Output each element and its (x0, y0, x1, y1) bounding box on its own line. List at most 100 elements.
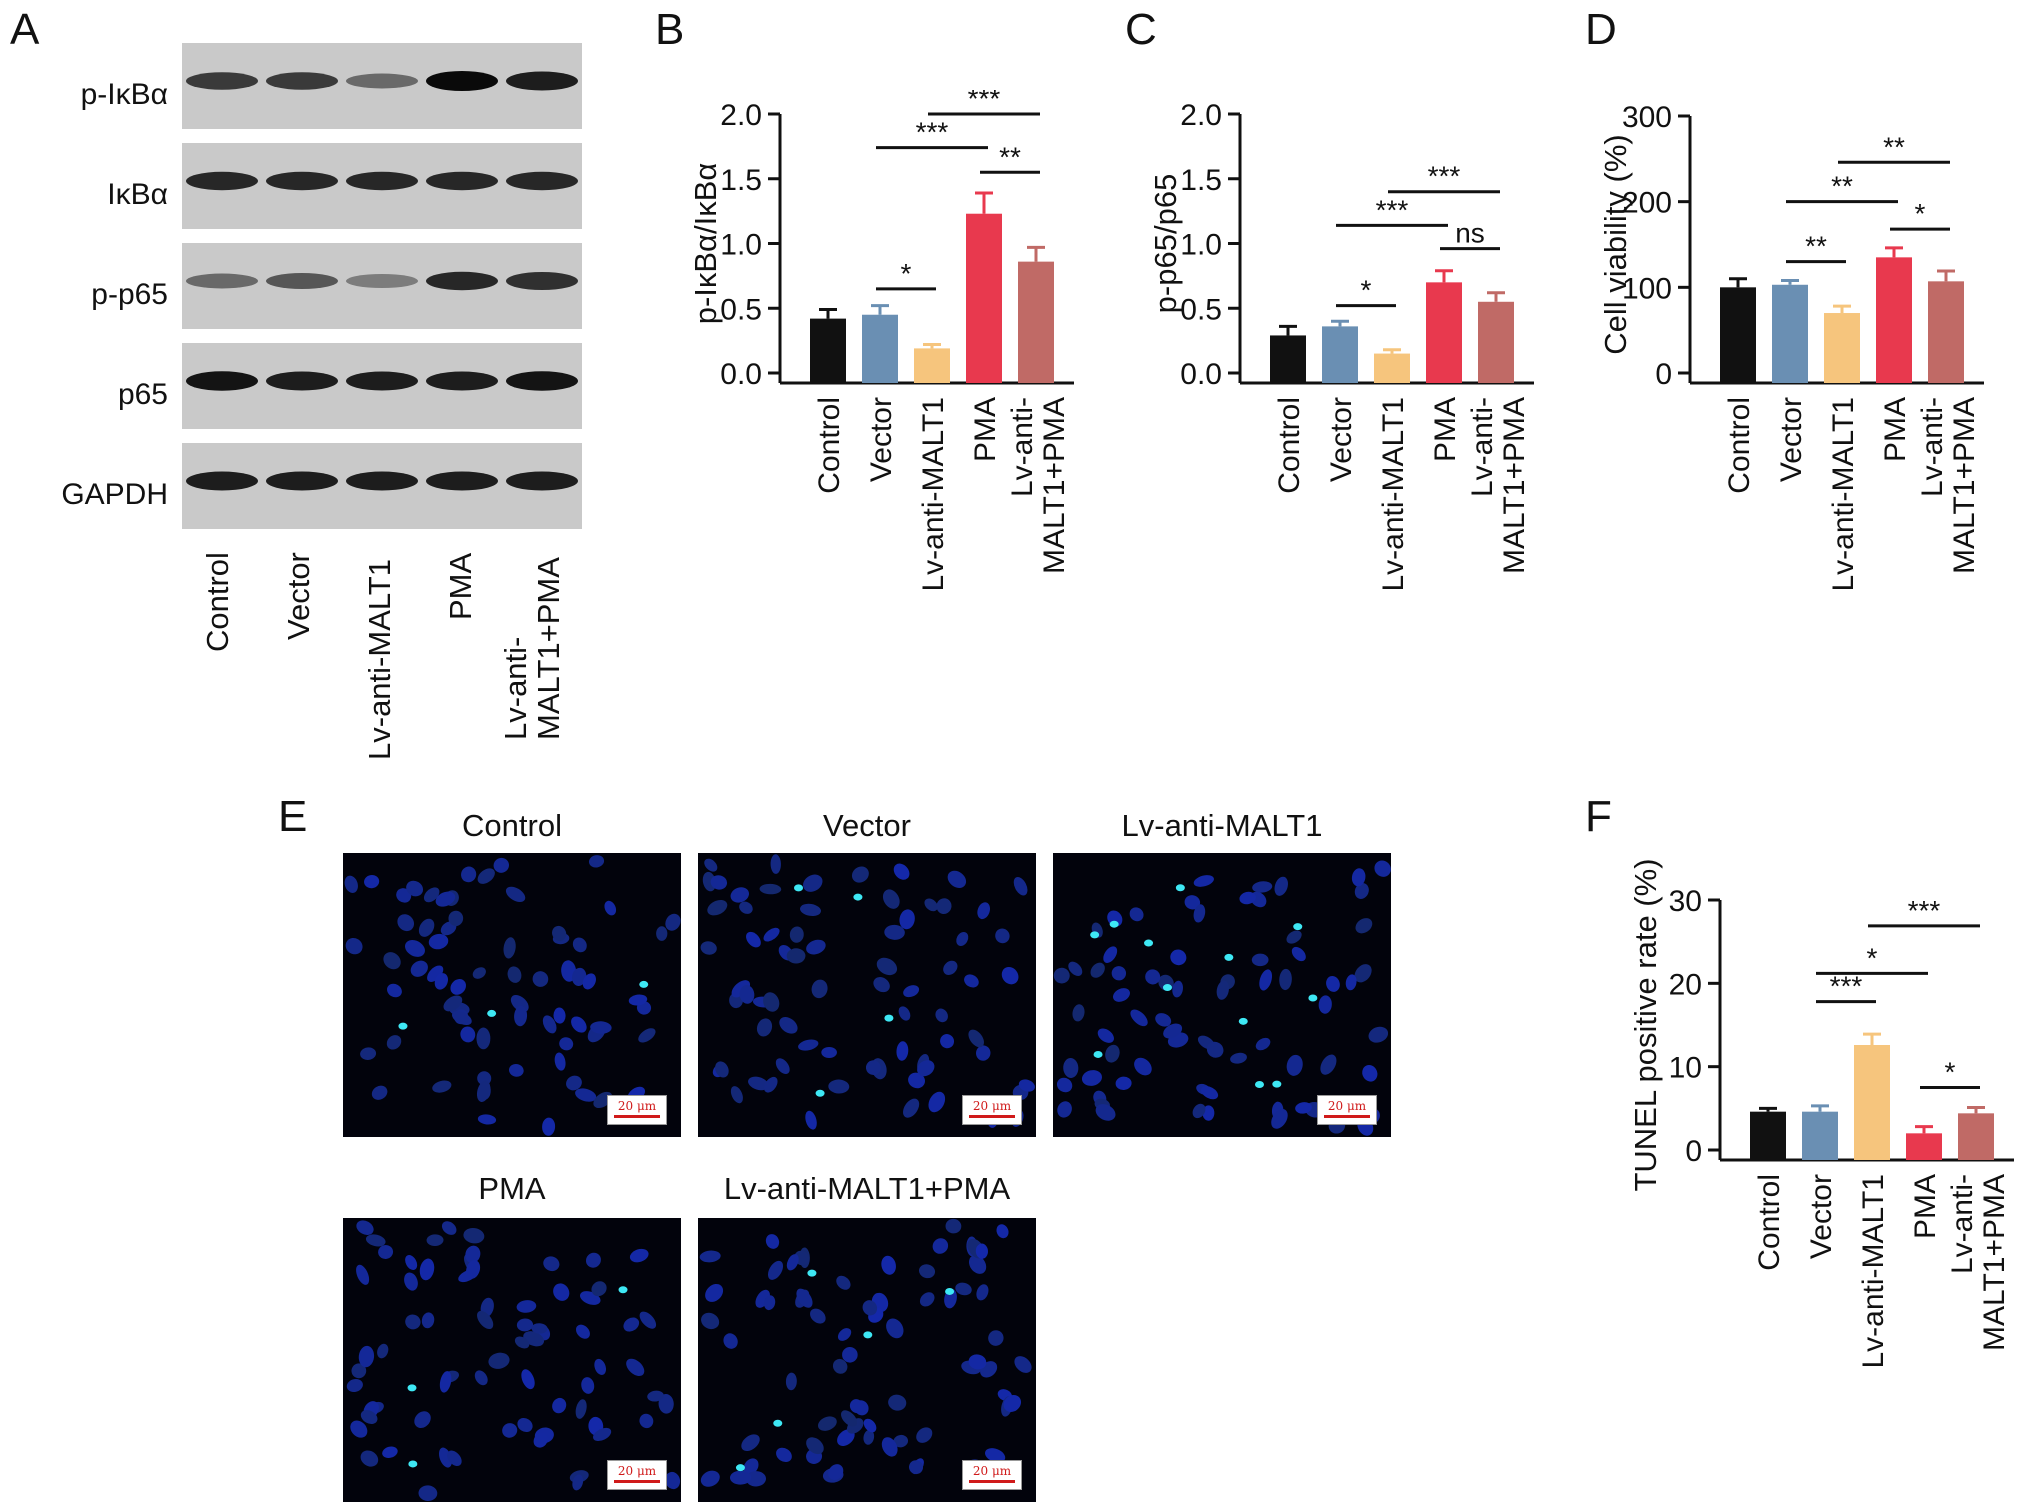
bar (1750, 1111, 1786, 1160)
nucleus (410, 960, 428, 977)
nucleus (1172, 980, 1184, 998)
nucleus (1286, 930, 1302, 944)
nucleus (364, 874, 380, 889)
y-tick-label: 1.5 (720, 164, 762, 197)
blot-strip-p-p65 (182, 243, 582, 329)
bar (1772, 284, 1808, 383)
nucleus (378, 1245, 394, 1259)
nucleus (345, 937, 363, 955)
nucleus (360, 1410, 378, 1425)
nucleus (715, 1061, 729, 1078)
nucleus (798, 1039, 819, 1051)
significance-label: * (901, 258, 912, 289)
nucleus (517, 1417, 533, 1433)
nucleus (789, 926, 804, 943)
nucleus (623, 1317, 640, 1332)
nucleus (1184, 895, 1201, 910)
panel-letter-b: B (655, 5, 685, 54)
x-tick-label: Lv-anti-MALT1+PMA (1006, 397, 1071, 574)
nucleus (985, 1448, 1006, 1463)
micrograph-pma: 20 μm (343, 1218, 681, 1502)
panel-letter-e: E (278, 792, 308, 841)
nucleus (700, 1470, 720, 1487)
nucleus (928, 1091, 946, 1113)
nucleus (502, 1423, 518, 1438)
nucleus (700, 941, 717, 955)
nucleus (810, 1308, 826, 1324)
nucleus (472, 967, 486, 979)
blot-label-ikba: IκBα (107, 178, 168, 211)
nucleus (572, 937, 587, 953)
nucleus (571, 1016, 587, 1033)
nucleus (461, 866, 477, 883)
nucleus (1056, 1077, 1073, 1093)
nucleus (842, 1347, 858, 1363)
blot-band (506, 171, 578, 191)
nucleus (729, 1470, 752, 1485)
nucleus (405, 1255, 418, 1270)
nucleus (908, 1072, 925, 1089)
nucleus (514, 1336, 530, 1349)
y-tick-label: 300 (1622, 101, 1672, 134)
nucleus (382, 1446, 398, 1458)
nucleus (1072, 1004, 1085, 1022)
bar (1854, 1045, 1890, 1160)
tunel-positive-cell (1162, 984, 1172, 992)
nucleus (828, 1079, 850, 1094)
x-tick-label: Vector (865, 397, 898, 482)
nucleus (1252, 881, 1273, 893)
nucleus (1192, 1103, 1206, 1119)
nucleus (741, 1434, 760, 1452)
image-title: Lv-anti-MALT1 (1121, 808, 1323, 843)
nucleus (903, 1098, 920, 1118)
x-tick-label: Lv-anti-MALT1+PMA (1946, 1174, 2011, 1351)
blot-label-p-ikba: p-IκBα (80, 78, 168, 111)
nucleus (832, 1358, 848, 1374)
bar (1928, 281, 1964, 383)
nucleus (1053, 967, 1070, 984)
nucleus (344, 875, 358, 893)
nucleus (418, 918, 435, 937)
nucleus (1063, 1057, 1079, 1078)
nucleus (477, 1114, 497, 1125)
y-tick-label: 0.0 (1180, 358, 1222, 391)
nucleus (1105, 1044, 1120, 1063)
x-tick-label: Control (1753, 1174, 1786, 1271)
nucleus (559, 1037, 574, 1051)
nucleus (423, 887, 440, 903)
nucleus (356, 1220, 374, 1235)
tunel-positive-cell (1293, 923, 1303, 931)
nucleus (397, 914, 415, 932)
nucleus (404, 1272, 418, 1291)
tunel-positive-cell (1093, 1050, 1103, 1058)
nucleus (873, 977, 890, 993)
nucleus (917, 1060, 935, 1077)
nucleus (707, 899, 728, 916)
nucleus (477, 1310, 494, 1330)
y-tick-label: 0.5 (720, 293, 762, 326)
nucleus (566, 1075, 582, 1091)
nucleus (995, 928, 1010, 944)
blot-lane-label: Lv-anti-MALT1 (362, 559, 397, 760)
nucleus (705, 1283, 724, 1302)
y-tick-label: 0.0 (720, 358, 762, 391)
nucleus (988, 1330, 1004, 1346)
nucleus (1090, 962, 1105, 978)
nucleus (665, 1471, 681, 1490)
nucleus (1155, 1013, 1172, 1027)
nucleus (435, 891, 456, 907)
x-tick-label: Lv-anti-MALT1 (917, 397, 950, 592)
nucleus (886, 1318, 904, 1339)
bar (1478, 301, 1514, 383)
micrograph-vector: 20 μm (698, 853, 1036, 1137)
nucleus (945, 1218, 962, 1234)
nucleus (1326, 975, 1340, 992)
nucleus (888, 1394, 907, 1411)
nucleus (836, 1275, 851, 1290)
y-tick-label: 20 (1669, 968, 1702, 1001)
nucleus (881, 1255, 896, 1275)
nucleus (710, 875, 728, 890)
nucleus (863, 1418, 877, 1433)
nucleus (628, 994, 648, 1006)
